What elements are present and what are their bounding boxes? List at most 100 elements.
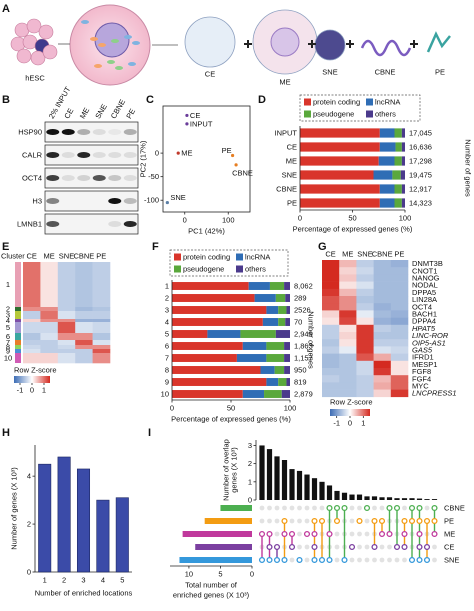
legend-swatch xyxy=(304,98,311,106)
matrix-dot-bg xyxy=(267,505,272,511)
matrix-dot xyxy=(281,556,288,564)
heat-cell xyxy=(373,339,392,347)
legend-swatch xyxy=(174,253,181,261)
band xyxy=(77,175,91,181)
heat-cell xyxy=(339,339,357,347)
bar-segment xyxy=(401,142,405,152)
heat-cell xyxy=(57,333,76,341)
cluster-label: 7 xyxy=(6,338,10,347)
bar-segment xyxy=(266,354,285,362)
y-tick-label: 0 xyxy=(155,149,159,158)
heat-cell xyxy=(92,345,111,350)
heat-cell xyxy=(373,288,392,297)
gene-label: IFRD1 xyxy=(412,353,434,362)
matrix-dot-bg xyxy=(402,557,407,563)
heat-cell xyxy=(339,360,357,369)
column-label: SNE xyxy=(59,252,74,261)
heat-cell xyxy=(322,260,340,268)
matrix-dot-bg xyxy=(364,557,370,563)
bar-segment xyxy=(275,330,290,338)
intersection-bar xyxy=(266,449,273,500)
heat-cell xyxy=(390,274,409,282)
schematic-label: CBNE xyxy=(375,68,396,77)
heat-cell xyxy=(373,317,392,326)
gene-label: LINC-ROR xyxy=(412,331,449,340)
heat-cell xyxy=(92,340,111,346)
matrix-dot-bg xyxy=(379,557,385,563)
heat-cell xyxy=(339,317,357,326)
matrix-dot-bg xyxy=(274,531,280,537)
bar-segment xyxy=(207,330,241,338)
y-tick-label: 3 xyxy=(248,441,252,450)
intersection-bar xyxy=(371,496,378,500)
matrix-dot xyxy=(356,517,363,525)
intersection-bar xyxy=(386,497,393,500)
heat-cell xyxy=(339,303,357,311)
category-label: INPUT xyxy=(275,129,298,138)
bar-segment xyxy=(172,342,243,350)
matrix-dot-bg xyxy=(297,505,302,511)
matrix-dot xyxy=(431,504,438,512)
bar-segment xyxy=(240,330,276,338)
heat-cell xyxy=(356,281,374,290)
lane-label: PE xyxy=(124,107,137,120)
panel-letter: A xyxy=(2,3,10,15)
heat-cell xyxy=(40,345,59,350)
matrix-dot xyxy=(416,543,423,551)
cluster-strip xyxy=(15,262,21,307)
organelle xyxy=(124,35,132,39)
legend-label: others xyxy=(375,110,396,119)
lane-label: CE xyxy=(62,107,75,121)
matrix-dot xyxy=(318,556,326,564)
gene-count: 289 xyxy=(294,294,307,303)
gene-count: 70 xyxy=(294,318,302,327)
lane-label: ME xyxy=(78,106,91,120)
point-label: ME xyxy=(181,149,192,158)
cluster-label: 1 xyxy=(6,280,10,289)
bar-segment xyxy=(400,170,405,180)
set-label: CBNE xyxy=(444,504,465,513)
gene-label: NANOG xyxy=(412,274,440,283)
matrix-dot xyxy=(431,530,438,538)
x-tick-label: 0 xyxy=(170,404,174,413)
category-label: ME xyxy=(286,157,297,166)
bar-segment xyxy=(260,366,275,374)
bar-segment xyxy=(172,282,249,290)
bar-segment xyxy=(285,318,290,326)
matrix-dot-bg xyxy=(282,505,287,511)
panel-letter: G xyxy=(318,241,327,253)
point xyxy=(185,113,189,118)
x-tick-label: 100 xyxy=(222,216,235,225)
panel-letter: D xyxy=(258,94,266,106)
heat-cell xyxy=(23,262,41,308)
heat-cell xyxy=(23,340,41,346)
heat-cell xyxy=(322,288,340,297)
heat-cell xyxy=(40,333,59,341)
organelle xyxy=(111,39,119,43)
matrix-dot xyxy=(363,504,371,512)
matrix-dot xyxy=(273,543,281,551)
band xyxy=(46,175,60,181)
cluster-label: 3 xyxy=(6,311,10,320)
x-axis-label: PC1 (42%) xyxy=(188,227,225,236)
bar-segment xyxy=(278,318,286,326)
bar-segment xyxy=(378,156,395,166)
x-axis-label: Percentage of expressed genes (%) xyxy=(171,415,291,424)
matrix-dot xyxy=(281,517,288,525)
gene-label: NODAL xyxy=(412,281,438,290)
gene-label: FGF4 xyxy=(412,374,431,383)
heat-cell xyxy=(23,311,41,320)
matrix-dot-bg xyxy=(349,531,355,537)
heat-cell xyxy=(373,375,392,383)
point xyxy=(176,151,180,155)
heat-cell xyxy=(390,346,409,354)
matrix-dot xyxy=(423,556,431,564)
heat-cell xyxy=(373,346,392,354)
cluster-strip xyxy=(15,340,21,345)
category-label: CE xyxy=(287,143,297,152)
x-tick-label: 2 xyxy=(62,576,66,585)
bar-segment xyxy=(242,390,265,398)
bar xyxy=(115,497,129,573)
band xyxy=(92,175,106,181)
